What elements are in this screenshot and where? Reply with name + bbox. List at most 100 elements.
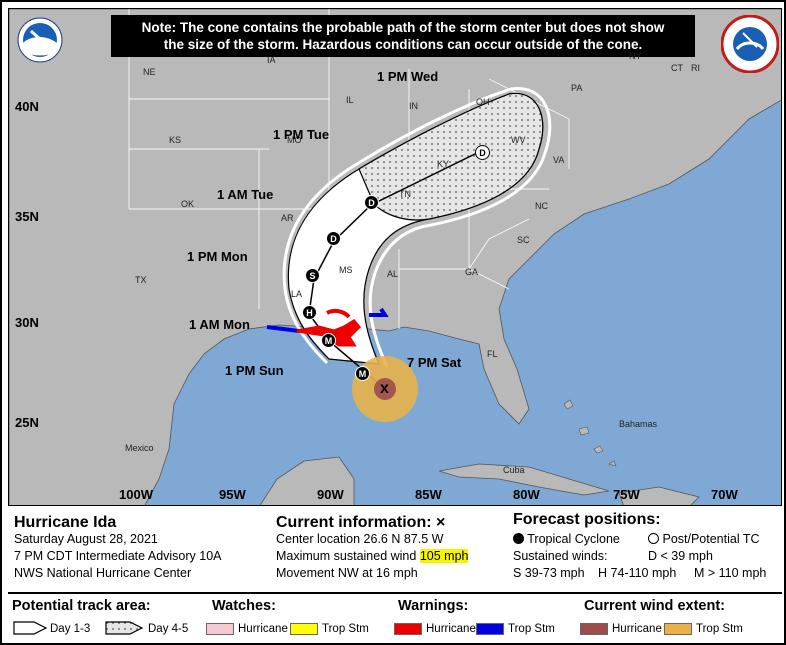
lat-label-25n: 25N bbox=[15, 415, 39, 430]
day13-label: Day 1-3 bbox=[50, 623, 91, 635]
forecast-point-1pm-tue: D bbox=[326, 231, 341, 246]
lat-label-35n: 35N bbox=[15, 209, 39, 224]
state-label: IN bbox=[409, 101, 418, 111]
state-label: GA bbox=[465, 267, 479, 277]
post-tc-key: Post/Potential TC bbox=[648, 532, 760, 546]
warnings-title: Warnings: bbox=[398, 598, 469, 614]
state-label: IA bbox=[267, 55, 276, 65]
wind-tropstm-label: Trop Stm bbox=[696, 623, 743, 635]
lon-label-85w: 85W bbox=[415, 487, 442, 502]
state-label: NE bbox=[143, 67, 156, 77]
noaa-logo-icon bbox=[17, 17, 63, 63]
country-label-bahamas: Bahamas bbox=[619, 419, 658, 429]
warn-tropstm-swatch bbox=[476, 623, 504, 635]
open-circle-icon bbox=[648, 533, 659, 544]
state-label: PA bbox=[571, 83, 583, 93]
time-label-1am-mon: 1 AM Mon bbox=[189, 317, 250, 332]
yucatan bbox=[259, 456, 355, 505]
max-wind-value: 105 mph bbox=[419, 549, 469, 563]
lon-label-95w: 95W bbox=[219, 487, 246, 502]
lon-label-100w: 100W bbox=[119, 487, 153, 502]
state-label: AR bbox=[281, 213, 294, 223]
wind-hurricane-label: Hurricane bbox=[612, 623, 662, 635]
forecast-point-d-1: D bbox=[364, 195, 379, 210]
wind-tropstm-swatch bbox=[664, 623, 692, 635]
cone-disclaimer-note: Note: The cone contains the probable pat… bbox=[111, 15, 695, 57]
state-label: MS bbox=[339, 265, 353, 275]
state-label: OK bbox=[181, 199, 195, 209]
max-wind-label: Maximum sustained wind bbox=[276, 549, 417, 563]
issuing-center: NWS National Hurricane Center bbox=[14, 566, 192, 580]
state-label: NY bbox=[629, 51, 642, 61]
tropical-cyclone-label: Tropical Cyclone bbox=[527, 532, 620, 546]
forecast-track bbox=[308, 150, 482, 390]
lon-label-80w: 80W bbox=[513, 487, 540, 502]
time-label-1am-tue: 1 AM Tue bbox=[217, 187, 274, 202]
tropstm-warning-east bbox=[369, 307, 389, 317]
forecast-point-1am-mon: M bbox=[321, 333, 336, 348]
d-range: D < 39 mph bbox=[648, 549, 713, 563]
current-info-title-text: Current information: bbox=[276, 514, 432, 531]
forecast-point-1pm-mon: H bbox=[302, 305, 317, 320]
lon-label-75w: 75W bbox=[613, 487, 640, 502]
state-label: LA bbox=[291, 289, 303, 299]
watch-tropstm-swatch bbox=[290, 623, 318, 635]
s-range: S 39-73 mph bbox=[513, 566, 585, 580]
current-info-title: Current information: × bbox=[276, 514, 445, 532]
center-location: Center location 26.6 N 87.5 W bbox=[276, 532, 444, 546]
info-panel: Hurricane Ida Saturday August 28, 2021 7… bbox=[8, 510, 782, 590]
storm-name: Hurricane Ida bbox=[14, 514, 117, 531]
track-area-title: Potential track area: bbox=[12, 598, 151, 614]
wind-hurricane-swatch bbox=[580, 623, 608, 635]
state-label: IL bbox=[346, 95, 354, 105]
state-label: OH bbox=[476, 97, 490, 107]
advisory-date: Saturday August 28, 2021 bbox=[14, 532, 158, 546]
advisory-title: 7 PM CDT Intermediate Advisory 10A bbox=[14, 549, 222, 563]
country-label-cuba: Cuba bbox=[503, 465, 525, 475]
forecast-point-1am-tue: S bbox=[305, 268, 320, 283]
day13-cone-icon bbox=[13, 621, 48, 635]
state-label: VA bbox=[553, 155, 565, 165]
note-line-1: Note: The cone contains the probable pat… bbox=[141, 20, 665, 35]
time-label-1pm-mon: 1 PM Mon bbox=[187, 249, 248, 264]
warn-tropstm-label: Trop Stm bbox=[508, 623, 555, 635]
wind-extent-title: Current wind extent: bbox=[584, 598, 725, 614]
m-range: M > 110 mph bbox=[694, 566, 767, 580]
forecast-point-1pm-sun: M bbox=[355, 366, 370, 381]
cuba bbox=[438, 463, 610, 496]
time-label-7pm-sat: 7 PM Sat bbox=[407, 355, 462, 370]
hurricane-wind-extent bbox=[374, 378, 396, 400]
time-label-1pm-tue: 1 PM Tue bbox=[273, 127, 330, 142]
day45-cone-icon bbox=[105, 621, 144, 635]
x-mark-icon: × bbox=[436, 514, 446, 531]
state-label: CT bbox=[671, 63, 683, 73]
h-range: H 74-110 mph bbox=[598, 566, 677, 580]
lon-label-90w: 90W bbox=[317, 487, 344, 502]
sustained-winds-label: Sustained winds: bbox=[513, 549, 608, 563]
day45-label: Day 4-5 bbox=[148, 623, 189, 635]
state-label: MO bbox=[287, 135, 302, 145]
note-line-2: the size of the storm. Hazardous conditi… bbox=[163, 37, 643, 52]
nws-logo-icon bbox=[721, 15, 779, 73]
forecast-point-1pm-wed: D bbox=[475, 145, 490, 160]
filled-circle-icon bbox=[513, 533, 524, 544]
movement: Movement NW at 16 mph bbox=[276, 566, 418, 580]
forecast-map: Note: The cone contains the probable pat… bbox=[8, 8, 782, 506]
state-label: WV bbox=[511, 135, 526, 145]
tropical-cyclone-key: Tropical Cyclone bbox=[513, 532, 620, 546]
forecast-positions-title: Forecast positions: bbox=[513, 511, 661, 528]
state-label: TN bbox=[399, 189, 411, 199]
lat-label-30n: 30N bbox=[15, 315, 39, 330]
lat-label-40n: 40N bbox=[15, 99, 39, 114]
watch-hurricane-swatch bbox=[206, 623, 234, 635]
state-label: KY bbox=[437, 159, 450, 169]
lon-label-70w: 70W bbox=[711, 487, 738, 502]
state-label: NC bbox=[535, 201, 548, 211]
watches-title: Watches: bbox=[212, 598, 276, 614]
time-label-1pm-wed: 1 PM Wed bbox=[377, 69, 439, 84]
land-mass bbox=[9, 9, 781, 505]
state-label: TX bbox=[135, 275, 147, 285]
watch-tropstm-label: Trop Stm bbox=[322, 623, 369, 635]
legend-panel: Potential track area: Day 1-3 Day 4-5 Wa… bbox=[8, 592, 782, 642]
